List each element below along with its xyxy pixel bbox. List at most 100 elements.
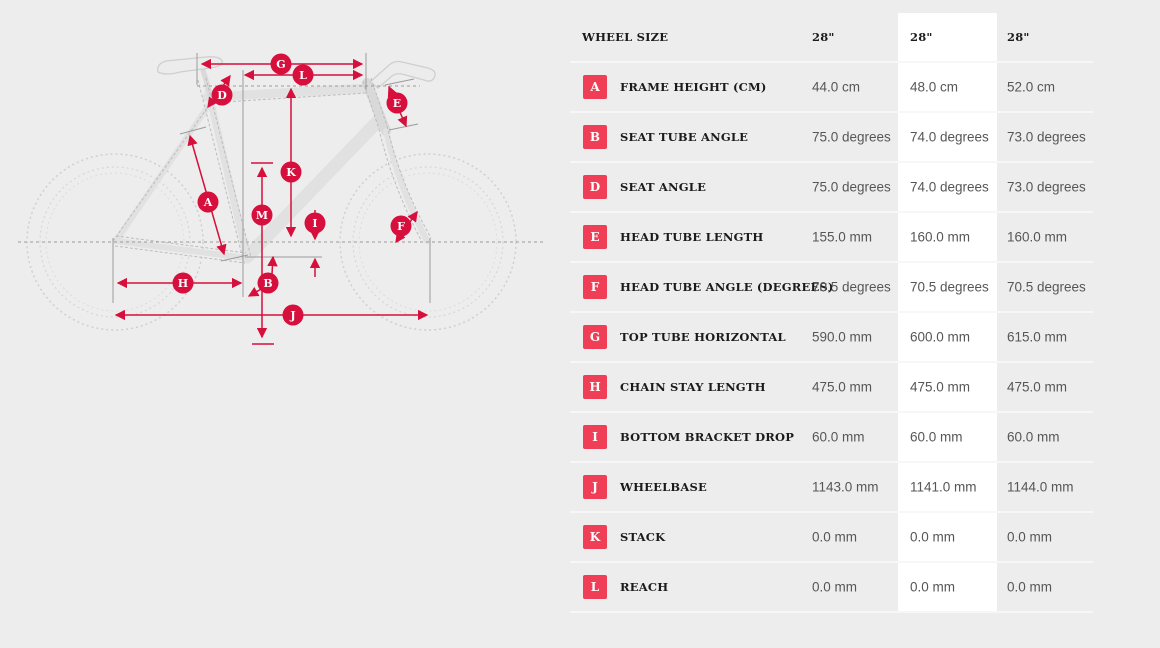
diagram-badge-f: F xyxy=(390,215,412,237)
geometry-table-row: K STACK 0.0 mm 0.0 mm 0.0 mm xyxy=(570,513,1093,563)
diagram-badge-k: K xyxy=(280,161,302,183)
row-label: STACK xyxy=(620,530,666,544)
svg-text:A: A xyxy=(203,196,213,209)
row-letter-badge: G xyxy=(583,325,607,349)
row-value-size-1: 70.5 degrees xyxy=(812,279,891,295)
row-value-size-2: 70.5 degrees xyxy=(910,279,989,295)
row-value-size-2: 48.0 cm xyxy=(910,79,959,95)
row-value-size-2: 600.0 mm xyxy=(910,329,971,345)
row-label: BOTTOM BRACKET DROP xyxy=(620,430,795,444)
diagram-badge-j: J xyxy=(282,304,304,326)
row-value-size-3: 1144.0 mm xyxy=(1007,479,1074,495)
row-value-size-3: 70.5 degrees xyxy=(1007,279,1086,295)
geometry-table-row: D SEAT ANGLE 75.0 degrees 74.0 degrees 7… xyxy=(570,163,1093,213)
row-label: HEAD TUBE ANGLE (DEGREES) xyxy=(620,280,834,294)
row-letter-badge: B xyxy=(583,125,607,149)
row-label: HEAD TUBE LENGTH xyxy=(620,230,764,244)
saddle-icon xyxy=(157,56,223,75)
wheel-size-header: WHEEL SIZE xyxy=(582,30,669,44)
row-value-size-2: 0.0 mm xyxy=(910,579,956,595)
row-value-size-2: 74.0 degrees xyxy=(910,179,989,195)
row-letter-badge: A xyxy=(583,75,607,99)
row-value-size-1: 0.0 mm xyxy=(812,579,858,595)
geometry-table: WHEEL SIZE 28" 28" 28" A FRAME HEIGHT (C… xyxy=(570,13,1093,613)
svg-text:J: J xyxy=(289,309,295,322)
svg-text:E: E xyxy=(393,97,401,110)
row-label: REACH xyxy=(620,580,669,594)
row-letter: J xyxy=(592,480,598,494)
row-letter: L xyxy=(590,580,600,594)
row-letter: G xyxy=(589,330,601,344)
row-letter-badge: L xyxy=(583,575,607,599)
row-label: SEAT ANGLE xyxy=(620,180,707,194)
column-header-size-1[interactable]: 28" xyxy=(812,30,835,44)
row-letter-badge: F xyxy=(583,275,607,299)
row-value-size-2: 475.0 mm xyxy=(910,379,971,395)
row-value-size-3: 160.0 mm xyxy=(1007,229,1068,245)
svg-text:D: D xyxy=(217,89,227,102)
svg-text:I: I xyxy=(312,217,317,230)
row-value-size-1: 475.0 mm xyxy=(812,379,873,395)
diagram-badge-b: B xyxy=(257,272,279,294)
row-value-size-3: 73.0 degrees xyxy=(1007,179,1086,195)
column-header-size-2[interactable]: 28" xyxy=(910,30,933,44)
reference-lines xyxy=(18,53,545,303)
svg-text:H: H xyxy=(178,277,188,290)
geometry-table-row: A FRAME HEIGHT (CM) 44.0 cm 48.0 cm 52.0… xyxy=(570,63,1093,113)
row-value-size-3: 52.0 cm xyxy=(1007,79,1056,95)
geometry-table-row: L REACH 0.0 mm 0.0 mm 0.0 mm xyxy=(570,563,1093,613)
row-letter: D xyxy=(589,180,601,194)
diagram-badge-l: L xyxy=(292,64,314,86)
row-letter: F xyxy=(590,280,600,294)
row-letter-badge: K xyxy=(583,525,607,549)
geometry-table-row: J WHEELBASE 1143.0 mm 1141.0 mm 1144.0 m… xyxy=(570,463,1093,513)
row-letter-badge: E xyxy=(583,225,607,249)
table-body: A FRAME HEIGHT (CM) 44.0 cm 48.0 cm 52.0… xyxy=(570,63,1093,613)
row-value-size-1: 60.0 mm xyxy=(812,429,865,445)
row-value-size-1: 590.0 mm xyxy=(812,329,873,345)
svg-text:M: M xyxy=(256,209,268,222)
table-header-row: WHEEL SIZE 28" 28" 28" xyxy=(570,13,1093,63)
row-value-size-3: 60.0 mm xyxy=(1007,429,1060,445)
handlebar-icon xyxy=(368,60,436,89)
row-letter: B xyxy=(589,130,601,144)
row-letter-badge: I xyxy=(583,425,607,449)
geometry-table-row: E HEAD TUBE LENGTH 155.0 mm 160.0 mm 160… xyxy=(570,213,1093,263)
diagram-badge-d: D xyxy=(211,84,233,106)
geometry-diagram-svg: G L D E A K M xyxy=(18,53,545,345)
frame-silhouette xyxy=(113,67,430,264)
row-letter: H xyxy=(589,380,601,394)
row-label: CHAIN STAY LENGTH xyxy=(620,380,766,394)
row-label: SEAT TUBE ANGLE xyxy=(620,130,749,144)
row-letter: I xyxy=(592,430,598,444)
geometry-table-row: G TOP TUBE HORIZONTAL 590.0 mm 600.0 mm … xyxy=(570,313,1093,363)
geometry-table-row: H CHAIN STAY LENGTH 475.0 mm 475.0 mm 47… xyxy=(570,363,1093,413)
row-value-size-2: 60.0 mm xyxy=(910,429,963,445)
svg-text:L: L xyxy=(299,69,307,82)
row-value-size-3: 0.0 mm xyxy=(1007,529,1053,545)
row-value-size-2: 1141.0 mm xyxy=(910,479,977,495)
svg-text:K: K xyxy=(286,166,296,179)
row-value-size-3: 73.0 degrees xyxy=(1007,129,1086,145)
row-value-size-1: 75.0 degrees xyxy=(812,129,891,145)
geometry-table-row: B SEAT TUBE ANGLE 75.0 degrees 74.0 degr… xyxy=(570,113,1093,163)
row-letter: E xyxy=(590,230,600,244)
geometry-table-row: F HEAD TUBE ANGLE (DEGREES) 70.5 degrees… xyxy=(570,263,1093,313)
row-value-size-1: 1143.0 mm xyxy=(812,479,879,495)
row-label: TOP TUBE HORIZONTAL xyxy=(620,330,786,344)
diagram-badge-i: I xyxy=(304,212,326,234)
row-label: FRAME HEIGHT (CM) xyxy=(620,80,767,94)
row-value-size-3: 615.0 mm xyxy=(1007,329,1068,345)
bike-geometry-diagram: G L D E A K M xyxy=(0,0,570,648)
row-label: WHEELBASE xyxy=(620,480,707,494)
geometry-table-row: I BOTTOM BRACKET DROP 60.0 mm 60.0 mm 60… xyxy=(570,413,1093,463)
row-letter: A xyxy=(590,80,600,94)
row-value-size-3: 0.0 mm xyxy=(1007,579,1053,595)
row-letter: K xyxy=(589,530,601,544)
svg-text:G: G xyxy=(276,58,285,71)
row-value-size-3: 475.0 mm xyxy=(1007,379,1068,395)
column-header-size-3[interactable]: 28" xyxy=(1007,30,1030,44)
svg-text:B: B xyxy=(263,277,272,290)
diagram-badge-e: E xyxy=(386,92,408,114)
